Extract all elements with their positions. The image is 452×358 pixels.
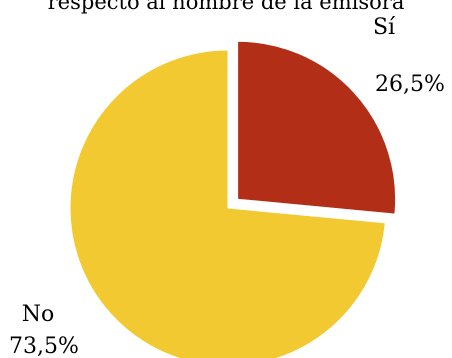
- slice-label-si-category: Sí: [373, 15, 396, 40]
- pie-slice-no: [69, 49, 386, 358]
- pie-slice-si: [237, 40, 397, 215]
- slice-label-no-category: No: [22, 302, 55, 327]
- chart-title: respecto al nombre de la emisora: [48, 0, 405, 14]
- pie-slices: [69, 40, 397, 358]
- slice-label-no-value: 73,5%: [9, 334, 79, 358]
- slice-label-si-value: 26,5%: [375, 72, 445, 97]
